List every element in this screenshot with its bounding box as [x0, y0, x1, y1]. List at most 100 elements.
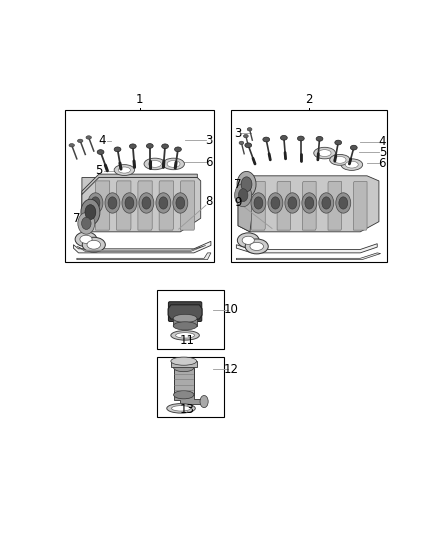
Text: 9: 9	[234, 197, 242, 209]
Text: 10: 10	[224, 303, 239, 317]
Ellipse shape	[241, 177, 252, 192]
Ellipse shape	[239, 141, 244, 144]
Polygon shape	[117, 181, 131, 230]
Ellipse shape	[148, 160, 161, 167]
Polygon shape	[237, 244, 377, 253]
Ellipse shape	[254, 197, 263, 209]
Ellipse shape	[122, 193, 137, 213]
Ellipse shape	[171, 330, 199, 340]
Ellipse shape	[268, 193, 283, 213]
Ellipse shape	[114, 165, 134, 175]
Ellipse shape	[335, 140, 342, 145]
Ellipse shape	[86, 136, 92, 139]
Polygon shape	[82, 177, 197, 229]
Ellipse shape	[251, 193, 266, 213]
Ellipse shape	[78, 213, 95, 234]
Ellipse shape	[114, 147, 121, 152]
Ellipse shape	[85, 205, 96, 220]
Polygon shape	[95, 181, 110, 230]
Bar	[173, 368, 194, 395]
Polygon shape	[328, 182, 342, 230]
Ellipse shape	[263, 137, 270, 142]
Polygon shape	[238, 176, 379, 232]
Ellipse shape	[302, 193, 317, 213]
Text: 4: 4	[99, 134, 106, 147]
Ellipse shape	[339, 197, 348, 209]
Ellipse shape	[167, 160, 180, 167]
Text: 2: 2	[306, 93, 313, 106]
Ellipse shape	[334, 157, 346, 163]
Ellipse shape	[75, 232, 97, 247]
Ellipse shape	[237, 172, 256, 197]
Ellipse shape	[81, 199, 100, 225]
Ellipse shape	[305, 197, 314, 209]
Ellipse shape	[172, 406, 191, 411]
Ellipse shape	[159, 197, 168, 209]
Ellipse shape	[97, 150, 104, 155]
Ellipse shape	[162, 144, 169, 149]
Polygon shape	[168, 305, 202, 319]
Ellipse shape	[118, 167, 131, 173]
Ellipse shape	[167, 403, 195, 413]
Ellipse shape	[176, 333, 194, 338]
Text: 7: 7	[73, 212, 81, 225]
Ellipse shape	[297, 136, 304, 141]
Ellipse shape	[288, 197, 297, 209]
Polygon shape	[138, 181, 152, 230]
Text: 5: 5	[95, 164, 102, 177]
Text: 8: 8	[205, 195, 213, 208]
Ellipse shape	[176, 197, 185, 209]
Text: 7: 7	[234, 179, 242, 191]
Ellipse shape	[341, 159, 363, 171]
Ellipse shape	[139, 193, 154, 213]
Ellipse shape	[142, 197, 151, 209]
Ellipse shape	[350, 146, 357, 150]
Ellipse shape	[80, 235, 92, 244]
Ellipse shape	[105, 193, 120, 213]
Ellipse shape	[250, 243, 264, 251]
Ellipse shape	[82, 237, 105, 252]
Ellipse shape	[345, 161, 358, 168]
Ellipse shape	[88, 193, 103, 213]
Bar	[156, 358, 224, 417]
Polygon shape	[82, 174, 197, 195]
FancyBboxPatch shape	[169, 302, 202, 321]
Text: 12: 12	[224, 363, 239, 376]
Ellipse shape	[322, 197, 331, 209]
Ellipse shape	[280, 135, 287, 140]
Ellipse shape	[91, 197, 100, 209]
Ellipse shape	[156, 193, 171, 213]
Ellipse shape	[87, 240, 101, 249]
Ellipse shape	[108, 197, 117, 209]
Ellipse shape	[200, 395, 208, 408]
Ellipse shape	[318, 150, 331, 157]
Polygon shape	[180, 181, 194, 230]
Ellipse shape	[173, 314, 197, 322]
Ellipse shape	[235, 184, 252, 207]
Ellipse shape	[162, 158, 184, 169]
Ellipse shape	[242, 236, 254, 245]
Ellipse shape	[244, 134, 248, 138]
Text: 5: 5	[378, 146, 386, 158]
Polygon shape	[303, 182, 316, 230]
Text: 6: 6	[205, 156, 213, 169]
Bar	[231, 110, 387, 262]
Ellipse shape	[285, 193, 300, 213]
Ellipse shape	[245, 239, 268, 254]
Ellipse shape	[245, 143, 251, 148]
Polygon shape	[74, 241, 211, 253]
Polygon shape	[77, 253, 211, 260]
Polygon shape	[353, 182, 367, 230]
Bar	[65, 110, 214, 262]
Ellipse shape	[316, 136, 323, 141]
Polygon shape	[82, 177, 201, 232]
Text: 3: 3	[234, 127, 242, 140]
Ellipse shape	[319, 193, 334, 213]
Ellipse shape	[173, 391, 194, 399]
Ellipse shape	[173, 322, 197, 330]
Polygon shape	[251, 182, 265, 230]
Ellipse shape	[125, 197, 134, 209]
Bar	[173, 318, 197, 326]
Text: 6: 6	[378, 157, 386, 169]
Ellipse shape	[78, 139, 83, 142]
